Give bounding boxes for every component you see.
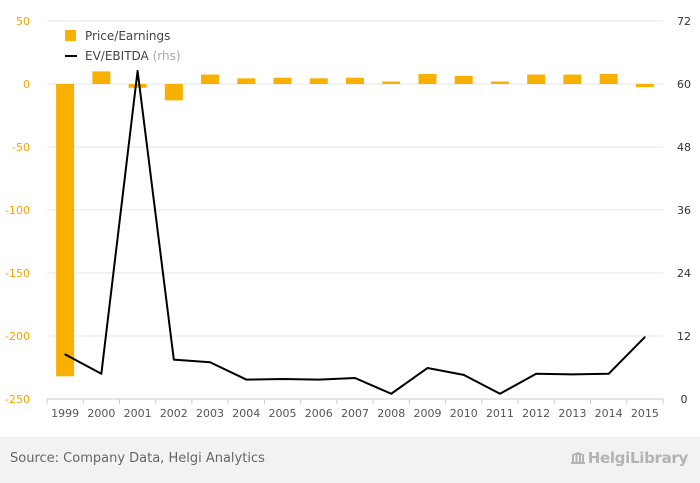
legend-swatch-price-earnings [65,30,76,41]
legend-label-ev-ebitda: EV/EBITDA (rhs) [85,49,181,63]
y-left-tick-label: -50 [12,141,30,154]
point-ev-ebitda [571,373,574,376]
bar-price-earnings [527,74,546,84]
y-right-tick-label: 60 [677,78,691,91]
legend-label-ev-ebitda-name: EV/EBITDA [85,49,150,63]
series-line-ev-ebitda [64,69,646,395]
bar-price-earnings [599,73,618,84]
point-ev-ebitda [317,378,320,381]
x-tick-label: 1999 [51,407,79,420]
point-ev-ebitda [607,373,610,375]
x-tick-label: 2008 [377,407,405,420]
bar-price-earnings [563,74,582,84]
bar-price-earnings [346,77,364,84]
x-tick-label: 2004 [232,407,260,420]
bar-price-earnings [454,75,473,84]
y-left-tick-label: -200 [5,330,30,343]
bar-price-earnings [56,84,75,377]
y-right-tick-label: 0 [681,393,688,406]
point-ev-ebitda [354,377,356,379]
point-ev-ebitda [64,353,66,356]
bar-price-earnings [164,84,183,101]
point-ev-ebitda [136,70,139,72]
legend: Price/Earnings EV/EBITDA (rhs) [65,29,181,63]
bar-price-earnings [128,84,147,88]
x-tick-label: 2009 [413,407,441,420]
line-ev-ebitda [64,69,646,395]
y-right-tick-label: 12 [677,330,691,343]
x-tick-label: 2012 [522,407,550,420]
point-ev-ebitda [499,392,501,395]
legend-label-rhs: (rhs) [153,49,181,63]
y-left-tick-label: -250 [5,393,30,406]
y-right-tick-label: 36 [677,204,691,217]
point-ev-ebitda [462,374,465,376]
brand-name: HelgiLibrary [587,449,689,467]
y-right-tick-label: 24 [677,267,691,280]
library-icon [570,452,585,464]
x-tick-label: 2003 [196,407,224,420]
y-left-tick-label: -150 [5,267,30,280]
bar-price-earnings [418,73,437,84]
x-tick-label: 2000 [87,407,115,420]
axes: 50 0 -50 -100 -150 -200 -250 72 60 48 36 24 12 0 1999 2… [5,15,691,420]
x-tick-label: 2015 [631,407,659,420]
legend-label-price-earnings: Price/Earnings [85,29,170,43]
x-tick-label: 2014 [595,407,623,420]
point-ev-ebitda [281,378,284,380]
point-ev-ebitda [644,336,646,338]
x-tick-label: 2005 [269,407,297,420]
point-ev-ebitda [173,358,175,361]
x-tick-label: 2006 [305,407,333,420]
brand-logo: HelgiLibrary [570,449,689,467]
footer: Source: Company Data, Helgi Analytics He… [0,437,700,483]
chart-canvas: 50 0 -50 -100 -150 -200 -250 72 60 48 36 24 12 0 1999 2… [5,15,691,420]
point-ev-ebitda [426,367,429,369]
y-left-tick-label: 0 [23,78,30,91]
y-left-tick-label: 50 [16,15,30,28]
bar-price-earnings [237,78,256,84]
bar-price-earnings [92,71,111,84]
x-tick-label: 2002 [160,407,188,420]
bars-price-earnings [56,71,654,377]
point-ev-ebitda [535,373,537,375]
source-note: Source: Company Data, Helgi Analytics [10,451,265,466]
x-tick-label: 2013 [558,407,586,420]
bar-price-earnings [201,74,220,84]
y-left-tick-label: -100 [5,204,30,217]
bar-price-earnings [309,78,328,84]
y-right-tick-label: 72 [677,15,691,28]
bar-price-earnings [635,84,654,88]
x-tick-label: 2011 [486,407,514,420]
point-ev-ebitda [390,392,393,395]
bar-price-earnings [490,81,509,84]
x-tick-label: 2007 [341,407,369,420]
x-tick-label: 2010 [450,407,478,420]
point-ev-ebitda [245,378,248,381]
y-right-tick-label: 48 [677,141,691,154]
bar-price-earnings [382,81,401,84]
point-ev-ebitda [100,373,103,375]
bar-price-earnings [273,77,292,84]
x-tick-label: 2001 [124,407,152,420]
point-ev-ebitda [209,361,211,364]
